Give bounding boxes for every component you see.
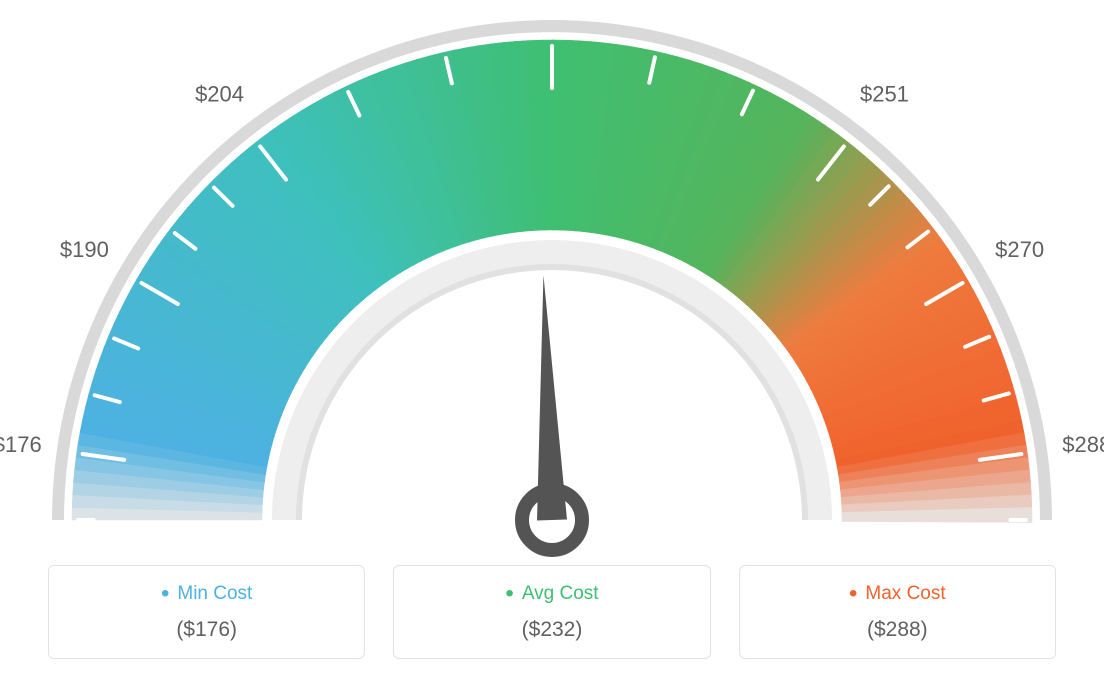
tick-label: $176 <box>0 432 42 457</box>
legend-max-value: ($288) <box>750 618 1045 642</box>
legend-min-label: Min Cost <box>59 580 354 608</box>
tick-label: $270 <box>995 237 1044 262</box>
tick-label: $251 <box>860 81 909 106</box>
legend-min-value: ($176) <box>59 618 354 642</box>
legend-max-card: Max Cost ($288) <box>739 565 1056 659</box>
legend-avg-value: ($232) <box>404 618 699 642</box>
legend-max-label: Max Cost <box>750 580 1045 608</box>
tick-label: $204 <box>195 81 244 106</box>
gauge-svg: $176$190$204$232$251$270$288 <box>0 0 1104 565</box>
cost-gauge: $176$190$204$232$251$270$288 <box>0 0 1104 565</box>
legend-min-card: Min Cost ($176) <box>48 565 365 659</box>
legend-row: Min Cost ($176) Avg Cost ($232) Max Cost… <box>0 565 1104 659</box>
legend-avg-card: Avg Cost ($232) <box>393 565 710 659</box>
legend-avg-label: Avg Cost <box>404 580 699 608</box>
tick-label: $190 <box>60 237 109 262</box>
tick-label: $288 <box>1062 432 1104 457</box>
